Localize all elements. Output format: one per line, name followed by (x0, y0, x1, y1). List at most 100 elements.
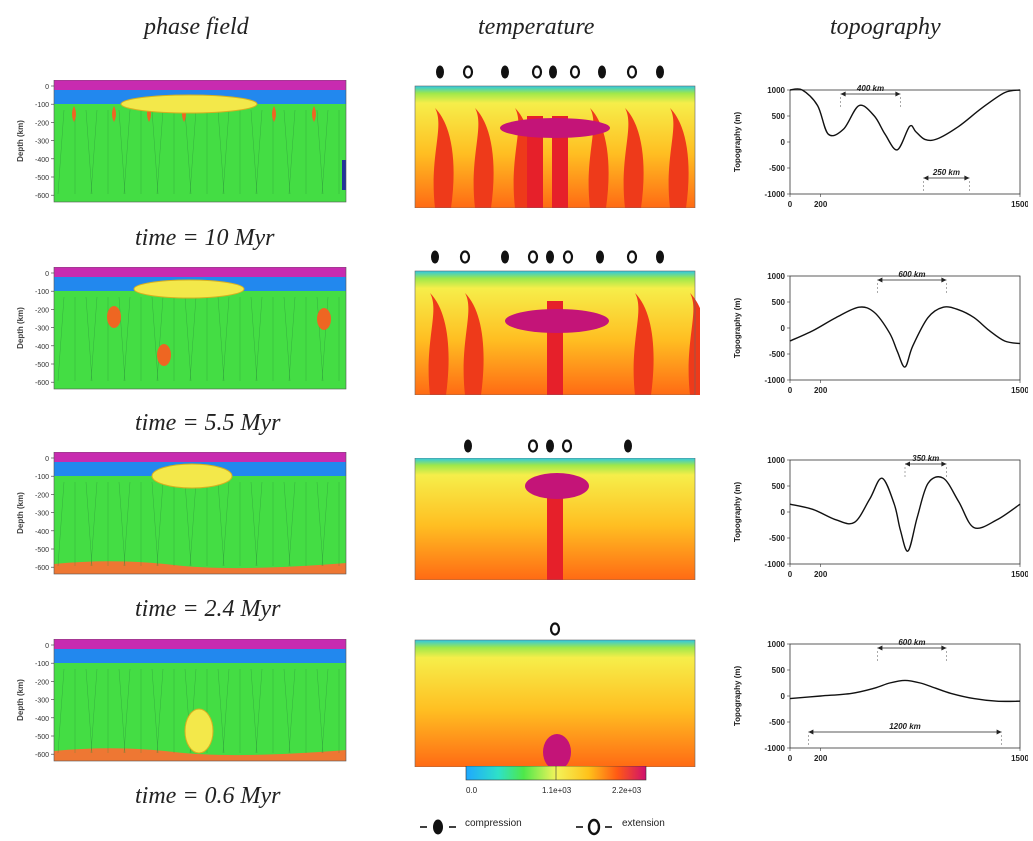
distance-annotation: 400 km (856, 84, 884, 93)
stress-markers-row3 (464, 439, 632, 453)
depth-tick-label: -500 (35, 362, 49, 369)
y-tick-label: -500 (769, 164, 786, 173)
depth-tick-label: -100 (35, 661, 49, 668)
depth-tick-label: -100 (35, 289, 49, 296)
topography-header: topography (830, 14, 941, 40)
y-tick-label: 500 (772, 666, 786, 675)
depth-tick-label: -200 (35, 120, 49, 127)
extension-marker (527, 250, 539, 264)
extension-marker (462, 65, 474, 79)
depth-tick-label: 0 (45, 456, 49, 463)
phase-field-panel-row1: 0 -100 -200 -300 -400 -500 -600 Depth (km) (16, 80, 347, 203)
distance-annotation: 350 km (912, 454, 939, 463)
topography-line (789, 476, 1021, 552)
x-tick-label: 1500 (1011, 570, 1028, 579)
temperature-colorbar: 0.0 1.1e+03 2.2e+03 (465, 766, 647, 795)
temperature-panel-row4 (414, 622, 696, 767)
depth-tick-label: -100 (35, 474, 49, 481)
temperature-panel-row3 (414, 458, 696, 580)
compression-marker (656, 65, 664, 79)
depth-tick-label: -200 (35, 307, 49, 314)
y-tick-label: 0 (781, 138, 786, 147)
extension-marker (527, 439, 539, 453)
depth-tick-label: -600 (35, 752, 49, 759)
depth-tick-label: -600 (35, 380, 49, 387)
extension-legend-label: extension (622, 818, 665, 829)
depth-tick-label: -600 (35, 565, 49, 572)
y-axis-label: Topography (m) (733, 666, 742, 727)
phase-field-header: phase field (144, 14, 249, 40)
topography-line (789, 306, 1021, 368)
compression-marker (656, 250, 664, 264)
depth-tick-label: -400 (35, 716, 49, 723)
y-tick-label: -1000 (765, 560, 786, 569)
compression-marker (464, 439, 472, 453)
compression-marker (596, 250, 604, 264)
arrowhead-icon (905, 461, 947, 467)
compression-marker (598, 65, 606, 79)
distance-annotation: 600 km (898, 270, 925, 279)
y-tick-label: 0 (781, 508, 786, 517)
x-tick-label: 200 (814, 570, 828, 579)
x-tick-label: 1500 (1011, 200, 1028, 209)
compression-marker (546, 250, 554, 264)
colorbar-mid-label: 1.1e+03 (542, 786, 572, 795)
y-tick-label: -500 (769, 350, 786, 359)
compression-marker (624, 439, 632, 453)
compression-legend-label: compression (465, 818, 522, 829)
y-tick-label: 500 (772, 482, 786, 491)
y-tick-label: -1000 (765, 744, 786, 753)
extension-legend-symbol (576, 818, 612, 836)
y-tick-label: 1000 (767, 272, 785, 281)
extension-marker (549, 622, 561, 636)
compression-marker (501, 65, 509, 79)
y-tick-label: 1000 (767, 640, 785, 649)
y-tick-label: -1000 (765, 190, 786, 199)
colorbar-min-label: 0.0 (466, 786, 478, 795)
x-tick-label: 0 (788, 200, 793, 209)
y-tick-label: 500 (772, 298, 786, 307)
time-caption-row1: time = 10 Myr (135, 225, 275, 251)
compression-marker (436, 65, 444, 79)
x-tick-label: 1500 (1011, 386, 1028, 395)
colorbar-max-label: 2.2e+03 (612, 786, 642, 795)
depth-axis-label: Depth (km) (16, 120, 25, 162)
temperature-panel-row1 (414, 65, 696, 208)
x-tick-label: 0 (788, 754, 793, 763)
depth-tick-label: 0 (45, 643, 49, 650)
depth-tick-label: 0 (45, 84, 49, 91)
depth-tick-label: -200 (35, 492, 49, 499)
extension-marker (562, 250, 574, 264)
plot-frame (789, 275, 1021, 381)
compression-marker (501, 250, 509, 264)
depth-tick-label: -300 (35, 326, 49, 333)
topography-line (789, 679, 1021, 703)
extension-marker (626, 250, 638, 264)
depth-tick-label: -300 (35, 698, 49, 705)
extension-marker (531, 65, 543, 79)
time-caption-row4: time = 0.6 Myr (135, 783, 281, 809)
topography-line (789, 88, 1021, 151)
y-axis-label: Topography (m) (733, 112, 742, 173)
temperature-panel-row2 (414, 250, 700, 395)
depth-axis-label: Depth (km) (16, 679, 25, 721)
depth-tick-label: -500 (35, 734, 49, 741)
extension-marker (569, 65, 581, 79)
time-caption-row3: time = 2.4 Myr (135, 596, 281, 622)
depth-tick-label: -600 (35, 193, 49, 200)
temperature-header: temperature (478, 14, 595, 40)
distance-annotation: 250 km (932, 168, 960, 177)
y-tick-label: 0 (781, 324, 786, 333)
distance-annotation: 600 km (898, 638, 925, 647)
depth-tick-label: -400 (35, 344, 49, 351)
x-tick-label: 200 (814, 754, 828, 763)
x-tick-label: 200 (814, 386, 828, 395)
depth-tick-label: -500 (35, 547, 49, 554)
phase-field-panel-row4: 0 -100 -200 -300 -400 -500 -600 Depth (km) (16, 639, 347, 762)
phase-field-panel-row3: 0 -100 -200 -300 -400 -500 -600 Depth (km) (16, 452, 347, 575)
compression-marker (546, 439, 554, 453)
depth-axis-label: Depth (km) (16, 307, 25, 349)
y-tick-label: -1000 (765, 376, 786, 385)
